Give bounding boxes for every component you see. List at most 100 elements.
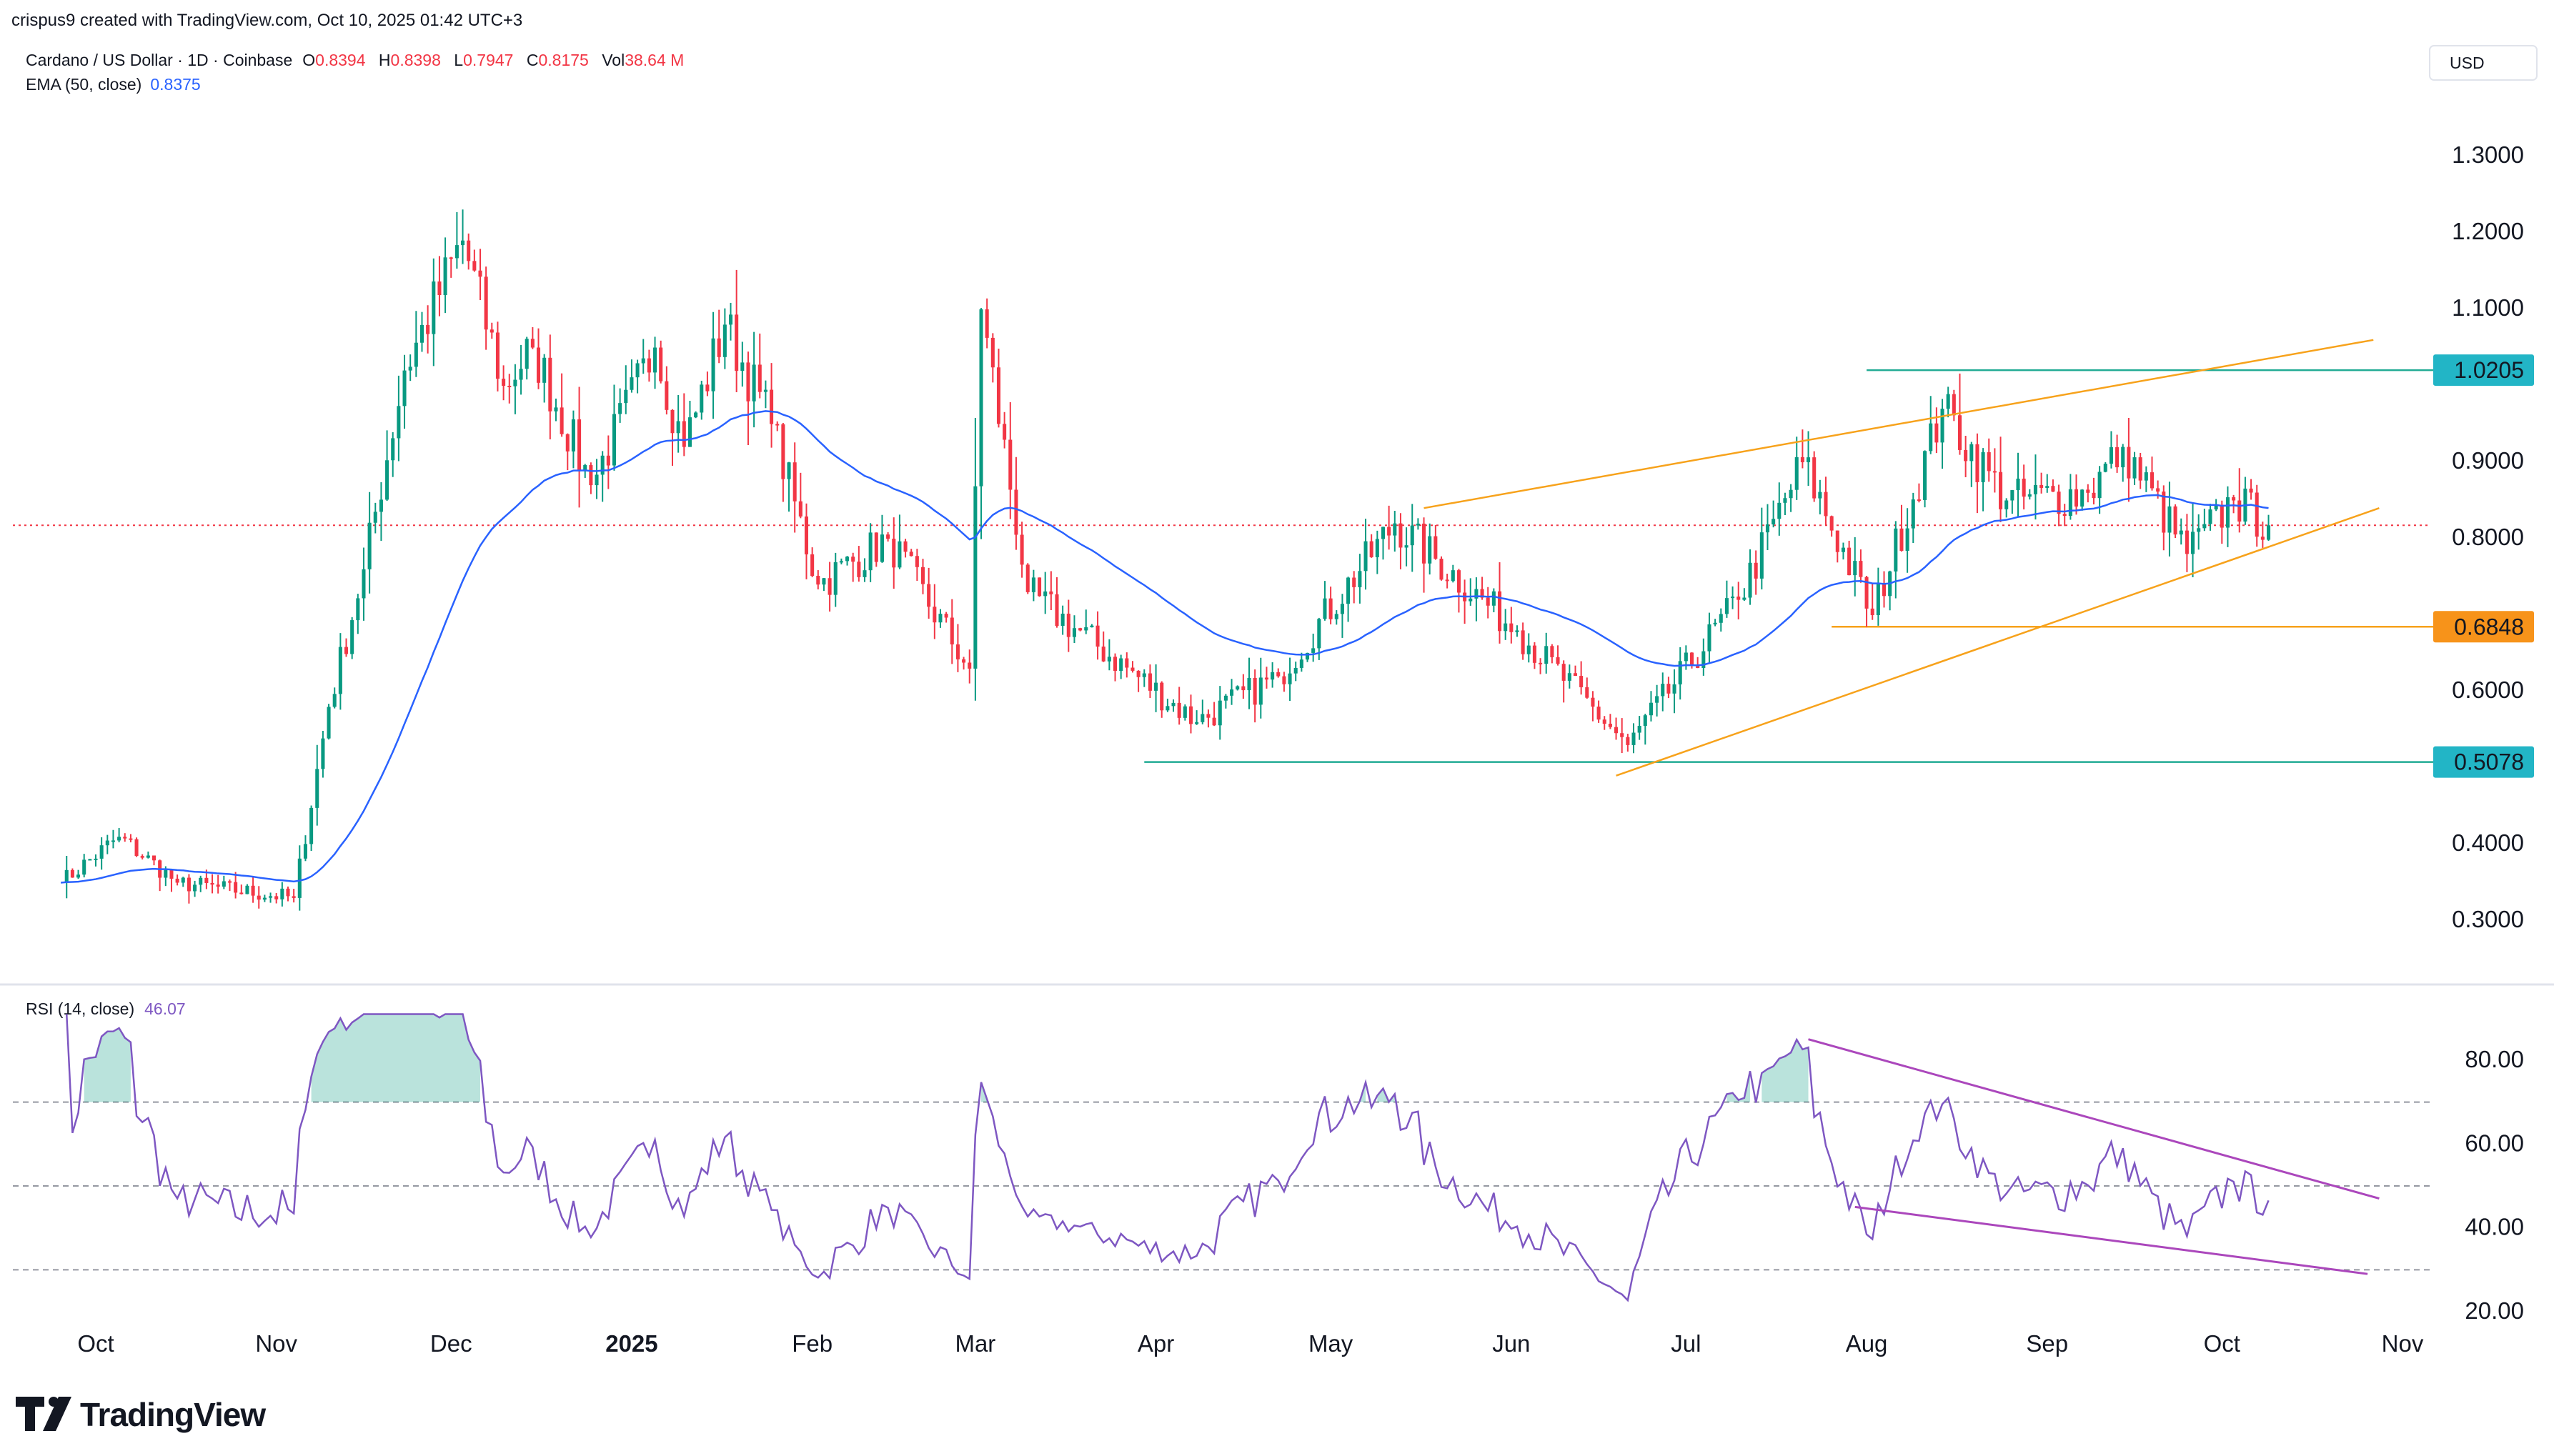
candle-body [955,644,960,659]
candle-body [2225,497,2230,528]
close-value: 0.8175 [538,51,588,69]
candle-body [687,417,692,447]
price-axis[interactable]: 0.3000 0.4000 0.6000 0.8000 0.9000 1.1000 1.20… [2433,141,2534,932]
candle-body [1387,527,1391,536]
tradingview-logo[interactable]: TradingView [16,1396,267,1433]
candle-body [1474,589,1479,599]
candle-body [1404,545,1408,548]
candle-body [1631,732,1636,745]
candle-body [606,455,610,466]
candle-body [1101,647,1105,662]
candle-body [2197,528,2201,532]
time-tick-label: Aug [1846,1330,1888,1357]
candle-body [234,882,238,893]
candle-body [542,357,547,383]
candle-body [2237,500,2242,522]
low-label: L [454,51,463,69]
candle-body [1055,594,1059,627]
candle-body [1358,571,1362,587]
candle-body [1567,673,1571,681]
candle-body [1818,492,1822,499]
candle-body [2266,525,2271,540]
candle-body [1870,608,1874,615]
candle-body [2092,492,2096,499]
candle-body [536,347,541,383]
candle-body [1964,449,1968,462]
candle-body [309,807,314,844]
candle-body [472,261,477,271]
candle-body [193,884,197,892]
candle-body [1095,625,1100,647]
candle-body [851,557,855,562]
candle-body [82,859,86,875]
rsi-legend-label: RSI (14, close) [26,999,134,1018]
candle-body [2074,489,2079,507]
level-badge-label: 0.5078 [2454,749,2524,775]
candle-body [792,462,797,502]
rsi-legend-value: 46.07 [144,999,186,1018]
candle-body [886,534,890,539]
candle-body [1230,689,1234,696]
candle-body [1084,627,1088,631]
candle-body [1992,471,1997,473]
candle-body [1911,499,1915,529]
candle-body [397,406,401,439]
time-tick-label: Dec [430,1330,472,1357]
candle-body [635,363,640,378]
candle-body [2191,532,2195,554]
candle-body [1504,623,1508,632]
candle-body [2132,457,2137,479]
candle-body [618,403,622,414]
candle-body [1666,684,1671,694]
candle-body [419,324,424,343]
candle-body [426,324,430,334]
candle-body [1724,598,1729,614]
candle-body [2255,492,2259,537]
candle-body [70,869,74,878]
candle-body [454,245,459,259]
candle-body [933,607,937,623]
candle-body [94,858,98,860]
candle-body [1626,737,1630,745]
candle-body [1684,652,1688,662]
time-tick-label: Feb [792,1330,833,1357]
candle-body [1573,673,1578,677]
candle-body [595,474,599,486]
candle-body [216,884,220,887]
candle-body [245,885,249,894]
candle-body [1393,523,1397,536]
time-axis[interactable]: Oct Nov Dec 2025 Feb Mar Apr May Jun Jul Aug Sep Oct… [77,1330,2424,1357]
candle-body [1381,527,1386,539]
candle-body [204,877,209,883]
candle-body [1264,677,1268,680]
candle-body [1824,492,1828,517]
candle-body [880,534,884,562]
candle-body [513,379,517,387]
channel-lower-line [1616,507,2380,777]
currency-button[interactable]: USD [2429,45,2538,81]
level-badge [2433,611,2534,643]
time-tick-label: Oct [2204,1330,2240,1357]
candle-body [1188,706,1193,724]
candle-body [1072,628,1076,637]
candle-body [1742,597,1746,600]
candle-body [181,877,185,883]
candle-body [484,276,488,330]
price-tick-label: 0.3000 [2452,906,2524,932]
rsi-axis[interactable]: 20.00 40.00 60.00 80.00 [2465,1046,2524,1324]
candle-body [391,438,395,461]
rsi-tick-label: 80.00 [2465,1046,2524,1072]
candle-body [1864,577,1869,609]
candle-body [2167,506,2172,533]
candle-body [286,888,290,897]
candle-body [1031,577,1035,592]
candle-body [2027,494,2032,497]
candle-body [2208,509,2212,524]
candle-body [99,845,104,859]
candle-body [1311,648,1316,653]
candle-body [1288,673,1292,684]
candle-body [1713,622,1717,624]
candle-body [2127,447,2131,479]
candle-body [1655,696,1659,703]
